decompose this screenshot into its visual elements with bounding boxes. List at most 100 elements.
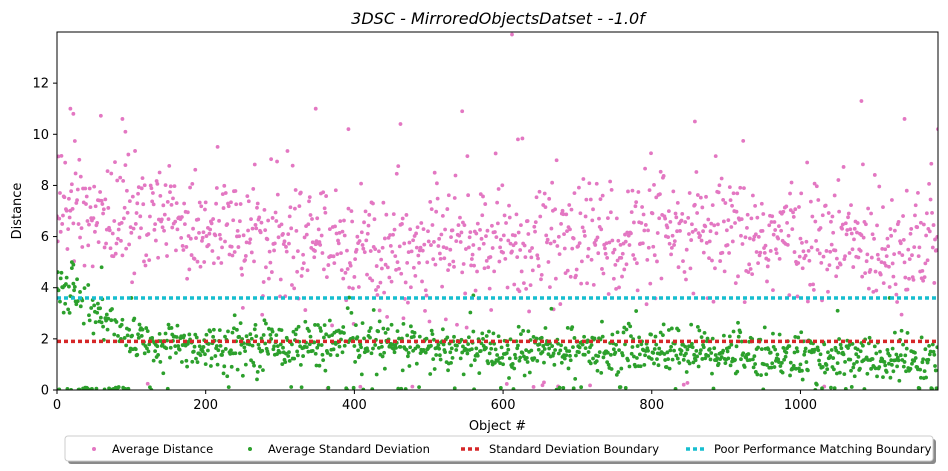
data-point: [678, 352, 683, 356]
data-point: [326, 385, 331, 390]
data-point: [437, 346, 442, 351]
data-point: [185, 364, 190, 369]
data-point: [209, 364, 213, 368]
data-point: [137, 322, 142, 327]
data-point: [124, 188, 129, 193]
data-point: [105, 327, 110, 332]
data-point: [319, 329, 323, 333]
data-point: [559, 343, 563, 348]
data-point: [663, 216, 668, 221]
data-point: [493, 347, 498, 352]
data-point: [270, 216, 275, 220]
data-point: [260, 348, 265, 353]
data-point: [630, 188, 635, 193]
data-point: [734, 209, 739, 214]
data-point: [447, 262, 452, 267]
data-point: [527, 370, 532, 375]
data-point: [922, 275, 927, 280]
data-point: [473, 288, 478, 293]
data-point: [599, 227, 604, 232]
data-point: [694, 170, 699, 174]
data-point: [135, 352, 140, 357]
data-point: [702, 330, 707, 335]
data-point: [134, 211, 139, 215]
data-point: [171, 196, 175, 201]
data-point: [63, 301, 68, 306]
data-point: [933, 368, 938, 373]
data-point: [138, 214, 143, 219]
data-point: [332, 261, 337, 265]
data-point: [739, 233, 743, 238]
data-point: [606, 362, 611, 367]
data-point: [700, 205, 705, 210]
data-point: [623, 386, 628, 390]
data-point: [281, 345, 285, 350]
data-point: [499, 345, 504, 350]
data-point: [324, 275, 329, 279]
data-point: [261, 280, 266, 284]
data-point: [449, 346, 454, 351]
data-point: [422, 242, 427, 247]
data-point: [464, 247, 468, 251]
data-point: [75, 187, 80, 192]
data-point: [254, 334, 259, 339]
data-point: [513, 352, 517, 357]
data-point: [852, 374, 857, 379]
data-point: [692, 119, 697, 124]
data-point: [229, 200, 233, 205]
data-point: [403, 280, 408, 285]
data-point: [761, 387, 766, 390]
data-point: [479, 236, 484, 241]
data-point: [72, 139, 77, 143]
data-point: [894, 292, 899, 297]
data-point: [126, 152, 131, 157]
data-point: [771, 232, 776, 237]
data-point: [301, 261, 306, 266]
data-point: [769, 220, 774, 224]
data-point: [453, 173, 458, 178]
data-point: [855, 230, 859, 235]
data-point: [123, 129, 128, 134]
data-point: [831, 230, 836, 235]
data-point: [67, 215, 72, 220]
data-point: [377, 249, 381, 254]
data-point: [687, 232, 691, 236]
data-point: [356, 285, 361, 289]
data-point: [695, 354, 700, 359]
data-point: [455, 343, 459, 348]
data-point: [571, 386, 576, 390]
data-point: [237, 351, 242, 356]
data-point: [508, 241, 513, 246]
data-point: [174, 335, 179, 339]
data-point: [125, 210, 130, 215]
data-point: [792, 250, 797, 254]
data-point: [155, 182, 160, 186]
data-point: [196, 217, 201, 222]
data-point: [858, 349, 863, 354]
data-point: [294, 327, 299, 332]
data-point: [78, 235, 82, 240]
data-point: [483, 202, 488, 206]
data-point: [643, 166, 647, 171]
data-point: [99, 320, 104, 325]
data-point: [244, 334, 249, 339]
data-point: [820, 213, 825, 218]
data-point: [168, 190, 172, 195]
data-point: [679, 218, 684, 223]
data-point: [785, 242, 790, 247]
data-point: [665, 225, 670, 230]
data-point: [104, 241, 108, 246]
data-point: [838, 342, 843, 347]
data-point: [815, 345, 820, 350]
data-point: [619, 366, 624, 371]
data-point: [808, 282, 813, 287]
data-point: [828, 354, 833, 358]
data-point: [123, 163, 128, 168]
data-point: [556, 351, 561, 356]
data-point: [192, 344, 197, 349]
data-point: [194, 356, 198, 361]
data-point: [725, 243, 730, 247]
data-point: [353, 360, 358, 364]
data-point: [187, 267, 192, 272]
data-point: [374, 372, 379, 377]
